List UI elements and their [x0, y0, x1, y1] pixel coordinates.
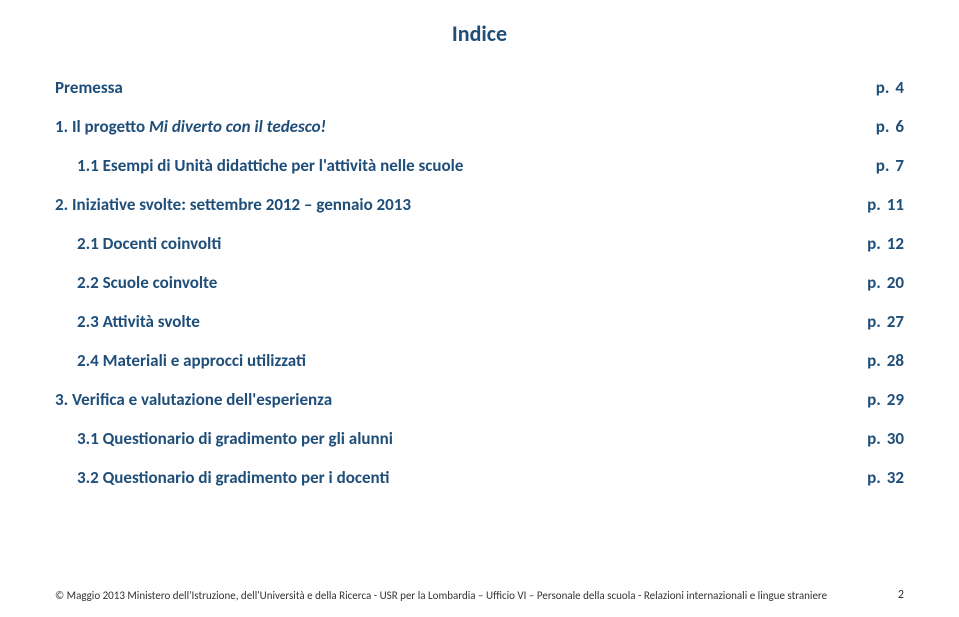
- toc-entry-page: p. 20: [867, 272, 904, 293]
- toc-page-number: 27: [887, 311, 904, 332]
- footer-copyright: © Maggio 2013 Ministero dell'Istruzione,…: [55, 589, 878, 602]
- toc-entry: 1.1 Esempi di Unità didattiche per l'att…: [55, 155, 904, 176]
- toc-entry: 3.2 Questionario di gradimento per i doc…: [55, 467, 904, 488]
- toc-entry-label-prefix: 1.1 Esempi di Unità didattiche per l'att…: [77, 155, 463, 176]
- toc-page-prefix: p.: [867, 389, 881, 410]
- toc-entry-page: p. 28: [867, 350, 904, 371]
- toc-page-prefix: p.: [867, 467, 881, 488]
- footer: © Maggio 2013 Ministero dell'Istruzione,…: [55, 588, 904, 602]
- toc-entry-page: p.6: [876, 116, 904, 137]
- toc-entry-page: p. 12: [867, 233, 904, 254]
- toc-entry-label-prefix: 1. Il progetto: [55, 116, 149, 137]
- toc-entry: 1. Il progetto Mi diverto con il tedesco…: [55, 116, 904, 137]
- toc-entry: 3. Verifica e valutazione dell'esperienz…: [55, 389, 904, 410]
- toc-page-prefix: p.: [867, 272, 881, 293]
- toc-entry: 2.1 Docenti coinvolti p. 12: [55, 233, 904, 254]
- toc-page-number: 20: [887, 272, 904, 293]
- toc-page-prefix: p.: [876, 116, 890, 137]
- toc-page-prefix: p.: [876, 155, 890, 176]
- toc-page-prefix: p.: [867, 194, 881, 215]
- toc-entry: 3.1 Questionario di gradimento per gli a…: [55, 428, 904, 449]
- toc-entry-label: 3.1 Questionario di gradimento per gli a…: [77, 428, 847, 449]
- toc-container: Premessap.41. Il progetto Mi diverto con…: [55, 77, 904, 488]
- toc-entry-label-prefix: 2.1 Docenti coinvolti: [77, 233, 221, 254]
- toc-page-number: 28: [887, 350, 904, 371]
- toc-entry-page: p.4: [876, 77, 904, 98]
- toc-page-number: 12: [887, 233, 904, 254]
- toc-entry: 2. Iniziative svolte: settembre 2012 – g…: [55, 194, 904, 215]
- toc-entry: Premessa p.4: [55, 77, 904, 98]
- toc-entry-label-prefix: 2.3 Attività svolte: [77, 311, 200, 332]
- page-title: Indice: [55, 20, 904, 47]
- toc-entry-label: 2.3 Attività svolte: [77, 311, 847, 332]
- toc-entry-label-prefix: 3.1 Questionario di gradimento per gli a…: [77, 428, 393, 449]
- toc-entry-page: p. 11: [867, 194, 904, 215]
- toc-entry: 2.2 Scuole coinvolte p. 20: [55, 272, 904, 293]
- toc-page-number: 29: [887, 389, 904, 410]
- footer-page-number: 2: [898, 588, 904, 602]
- toc-page-number: 4: [895, 77, 904, 98]
- toc-entry: 2.3 Attività svolte p. 27: [55, 311, 904, 332]
- toc-entry-page: p. 32: [867, 467, 904, 488]
- toc-entry-label-prefix: Premessa: [55, 77, 123, 98]
- toc-entry-label: 2. Iniziative svolte: settembre 2012 – g…: [55, 194, 847, 215]
- toc-page-number: 30: [887, 428, 904, 449]
- toc-page-prefix: p.: [876, 77, 890, 98]
- toc-entry-label-prefix: 3.2 Questionario di gradimento per i doc…: [77, 467, 389, 488]
- toc-entry-page: p. 27: [867, 311, 904, 332]
- toc-page-prefix: p.: [867, 311, 881, 332]
- toc-entry-label-italic: Mi diverto con il tedesco!: [149, 116, 326, 137]
- toc-entry-page: p. 30: [867, 428, 904, 449]
- toc-entry-label: 2.2 Scuole coinvolte: [77, 272, 847, 293]
- toc-page-prefix: p.: [867, 233, 881, 254]
- toc-entry-label-prefix: 2.4 Materiali e approcci utilizzati: [77, 350, 306, 371]
- toc-entry-label: 1.1 Esempi di Unità didattiche per l'att…: [77, 155, 856, 176]
- toc-entry-label-prefix: 3. Verifica e valutazione dell'esperienz…: [55, 389, 332, 410]
- toc-page-prefix: p.: [867, 350, 881, 371]
- toc-page-number: 6: [895, 116, 904, 137]
- toc-entry-label-prefix: 2.2 Scuole coinvolte: [77, 272, 217, 293]
- toc-entry-label: 3. Verifica e valutazione dell'esperienz…: [55, 389, 847, 410]
- toc-entry: 2.4 Materiali e approcci utilizzati p. 28: [55, 350, 904, 371]
- toc-entry-label: 3.2 Questionario di gradimento per i doc…: [77, 467, 847, 488]
- toc-entry-label: 2.4 Materiali e approcci utilizzati: [77, 350, 847, 371]
- toc-page-number: 32: [887, 467, 904, 488]
- toc-entry-page: p. 29: [867, 389, 904, 410]
- toc-entry-label: 2.1 Docenti coinvolti: [77, 233, 847, 254]
- toc-entry-page: p.7: [876, 155, 904, 176]
- toc-page-prefix: p.: [867, 428, 881, 449]
- toc-entry-label: 1. Il progetto Mi diverto con il tedesco…: [55, 116, 856, 137]
- toc-entry-label: Premessa: [55, 77, 856, 98]
- toc-entry-label-prefix: 2. Iniziative svolte: settembre 2012 – g…: [55, 194, 411, 215]
- toc-page-number: 11: [887, 194, 904, 215]
- toc-page-number: 7: [895, 155, 904, 176]
